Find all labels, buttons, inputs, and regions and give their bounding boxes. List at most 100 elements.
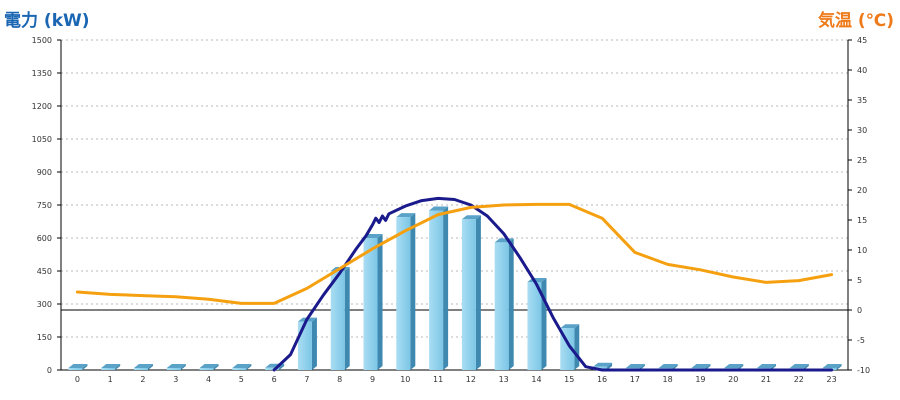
power-bar-side [541, 278, 547, 370]
power-bar-front [68, 368, 83, 370]
left-tick-label: 1200 [32, 102, 52, 111]
right-tick-label: -5 [857, 336, 865, 345]
power-bar-top [691, 364, 711, 368]
power-bar-front [429, 210, 444, 370]
left-tick-label: 900 [37, 168, 52, 177]
right-tick-label: 20 [857, 186, 867, 195]
x-tick-label: 19 [695, 375, 705, 384]
power-bar-front [527, 282, 542, 370]
x-tick-label: 10 [400, 375, 410, 384]
x-tick-label: 3 [173, 375, 178, 384]
power-bar [527, 278, 547, 370]
power-bar-side [246, 364, 252, 370]
power-bar-side [574, 324, 580, 370]
power-bar-top [461, 215, 481, 220]
power-bar [166, 364, 186, 370]
power-bar-top [429, 206, 449, 211]
x-tick-label: 21 [761, 375, 771, 384]
right-tick-label: 40 [857, 66, 867, 75]
power-bar [429, 206, 449, 370]
power-bar-side [475, 215, 481, 370]
right-tick-label: 0 [857, 306, 862, 315]
x-tick-label: 17 [630, 375, 640, 384]
lines [75, 196, 834, 372]
power-bar [494, 238, 514, 370]
power-bar-front [396, 217, 411, 370]
x-tick-label: 23 [827, 375, 837, 384]
left-tick-label: 1350 [32, 69, 52, 78]
x-tick-label: 13 [499, 375, 509, 384]
power-bar-top [101, 364, 121, 368]
temperature-line [75, 202, 834, 305]
power-bar-front [363, 238, 378, 370]
x-tick-label: 14 [531, 375, 541, 384]
power-bar-top [658, 364, 678, 368]
power-bar-top [724, 364, 744, 368]
x-tick-label: 9 [370, 375, 375, 384]
x-tick-label: 22 [794, 375, 804, 384]
power-bar [101, 364, 121, 370]
power-bar-side [311, 317, 317, 370]
left-tick-label: 300 [37, 300, 52, 309]
x-tick-label: 20 [728, 375, 738, 384]
power-bar-top [133, 364, 153, 368]
x-tick-label: 8 [337, 375, 342, 384]
x-tick-label: 2 [140, 375, 145, 384]
right-tick-label: 35 [857, 96, 867, 105]
power-bar-front [494, 242, 509, 370]
x-tick-label: 0 [75, 375, 80, 384]
left-tick-label: 450 [37, 267, 52, 276]
power-bar-side [377, 234, 383, 370]
right-tick-label: -10 [857, 366, 870, 375]
power-bar-side [180, 364, 186, 370]
right-tick-label: 15 [857, 216, 867, 225]
right-tick-label: 30 [857, 126, 867, 135]
power-bar [68, 364, 88, 370]
right-tick-label: 45 [857, 36, 867, 45]
power-bar [232, 364, 252, 370]
power-bar [297, 317, 317, 370]
x-tick-label: 4 [206, 375, 211, 384]
power-bar-side [344, 267, 350, 370]
power-bar-side [607, 362, 613, 370]
left-tick-label: 0 [47, 366, 52, 375]
grid-lines [61, 39, 848, 338]
power-bar-top [166, 364, 186, 368]
power-bar-side [213, 364, 219, 370]
power-bar [199, 364, 219, 370]
x-tick-label: 11 [433, 375, 443, 384]
power-bar [461, 215, 481, 370]
left-tick-label: 1050 [32, 135, 52, 144]
power-bar [363, 234, 383, 370]
x-tick-label: 16 [597, 375, 607, 384]
power-bar-side [443, 206, 449, 370]
power-bar-front [265, 367, 280, 370]
power-bar-top [199, 364, 219, 368]
power-bar-front [133, 368, 148, 370]
right-tick-label: 10 [857, 246, 867, 255]
power-bar-top [560, 324, 580, 329]
x-tick-label: 6 [272, 375, 277, 384]
right-axis-title: 気温 (℃) [817, 11, 894, 31]
power-bar-top [757, 364, 777, 368]
left-tick-label: 750 [37, 201, 52, 210]
power-bar-top [593, 362, 613, 367]
power-bar-top [363, 234, 383, 238]
power-bar-side [410, 213, 416, 370]
power-bar-front [461, 219, 476, 370]
x-tick-label: 5 [239, 375, 244, 384]
power-bar-top [232, 364, 252, 368]
power-bar-side [836, 364, 842, 370]
power-bar-top [68, 364, 88, 368]
tick-labels: 01503004506007509001050120013501500-10-5… [32, 36, 870, 384]
power-bars [68, 206, 842, 370]
power-line [272, 196, 834, 372]
power-bar-top [625, 364, 645, 368]
power-bar-front [297, 321, 312, 370]
power-bar-front [101, 368, 116, 370]
x-tick-label: 7 [304, 375, 309, 384]
power-bar-front [199, 368, 214, 370]
left-tick-label: 600 [37, 234, 52, 243]
power-bar-front [330, 271, 345, 370]
